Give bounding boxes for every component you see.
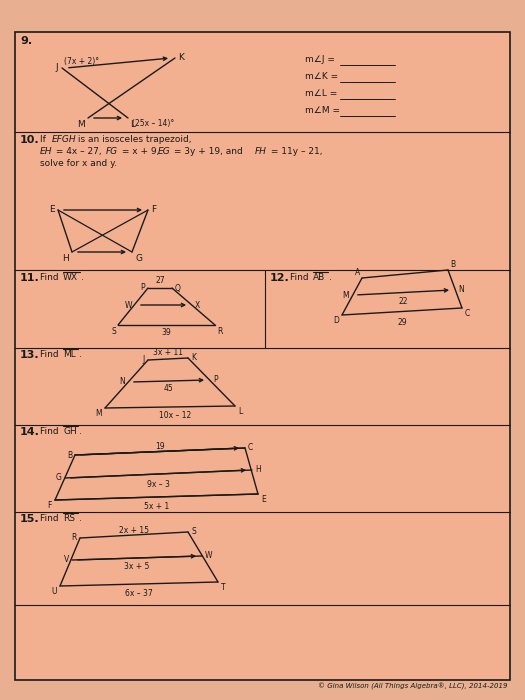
- Text: = x + 9,: = x + 9,: [119, 147, 162, 156]
- Text: 12.: 12.: [270, 273, 290, 283]
- Text: P: P: [213, 375, 218, 384]
- Text: 22: 22: [399, 297, 408, 306]
- Text: 11.: 11.: [20, 273, 40, 283]
- Text: L: L: [238, 407, 242, 416]
- Text: .: .: [329, 273, 332, 282]
- Text: U: U: [51, 587, 57, 596]
- Text: K: K: [178, 53, 184, 62]
- Text: WX: WX: [63, 273, 78, 282]
- Text: 29: 29: [397, 318, 407, 327]
- Text: = 3y + 19, and: = 3y + 19, and: [171, 147, 246, 156]
- Text: E: E: [49, 206, 55, 214]
- Text: EH: EH: [40, 147, 52, 156]
- Text: F: F: [48, 501, 52, 510]
- Text: FH: FH: [255, 147, 267, 156]
- Text: G: G: [56, 473, 62, 482]
- Text: F: F: [151, 206, 156, 214]
- Text: 9x – 3: 9x – 3: [147, 480, 170, 489]
- Text: 45: 45: [164, 384, 174, 393]
- Text: Find: Find: [40, 514, 61, 523]
- Text: 10x – 12: 10x – 12: [159, 411, 191, 420]
- Text: N: N: [458, 286, 464, 295]
- Text: (7x + 2)°: (7x + 2)°: [64, 57, 99, 66]
- Text: 6x – 37: 6x – 37: [125, 589, 153, 598]
- Text: 2x + 15: 2x + 15: [119, 526, 149, 535]
- Text: m∠M =: m∠M =: [305, 106, 343, 115]
- Text: .: .: [81, 273, 84, 282]
- Text: is an isosceles trapezoid,: is an isosceles trapezoid,: [75, 135, 194, 144]
- Text: 10.: 10.: [20, 135, 39, 145]
- Text: m∠J =: m∠J =: [305, 55, 338, 64]
- Text: R: R: [217, 327, 223, 336]
- Text: solve for x and y.: solve for x and y.: [40, 159, 117, 168]
- Text: W: W: [205, 552, 213, 561]
- Text: 15.: 15.: [20, 514, 39, 524]
- Text: Find: Find: [40, 427, 61, 436]
- Text: If: If: [40, 135, 49, 144]
- Text: RS: RS: [63, 514, 75, 523]
- Text: m∠L =: m∠L =: [305, 89, 340, 98]
- Text: © Gina Wilson (All Things Algebra®, LLC), 2014-2019: © Gina Wilson (All Things Algebra®, LLC)…: [319, 682, 508, 690]
- Text: Find: Find: [40, 273, 61, 282]
- Text: X: X: [195, 300, 200, 309]
- Text: 27: 27: [155, 276, 165, 285]
- Text: V: V: [64, 556, 69, 564]
- Text: 5x + 1: 5x + 1: [144, 502, 169, 511]
- Text: A: A: [355, 268, 360, 277]
- Text: (25x – 14)°: (25x – 14)°: [132, 119, 174, 128]
- Text: FG: FG: [106, 147, 118, 156]
- Text: M: M: [77, 120, 85, 129]
- Text: B: B: [450, 260, 455, 269]
- Text: S: S: [191, 528, 196, 536]
- Text: R: R: [71, 533, 77, 542]
- Text: C: C: [248, 444, 253, 452]
- Text: EFGH: EFGH: [52, 135, 77, 144]
- Text: .: .: [79, 427, 82, 436]
- Text: 3x + 11: 3x + 11: [153, 348, 183, 357]
- Text: GH: GH: [63, 427, 77, 436]
- FancyBboxPatch shape: [15, 32, 510, 680]
- Text: J: J: [143, 356, 145, 365]
- Text: 19: 19: [155, 442, 165, 451]
- Text: 13.: 13.: [20, 350, 39, 360]
- Text: M: M: [342, 290, 349, 300]
- Text: K: K: [191, 354, 196, 363]
- Text: L: L: [130, 120, 135, 129]
- Text: 39: 39: [162, 328, 171, 337]
- Text: N: N: [119, 377, 125, 386]
- Text: H: H: [62, 254, 69, 263]
- Text: = 11y – 21,: = 11y – 21,: [268, 147, 322, 156]
- Text: .: .: [79, 350, 82, 359]
- Text: P: P: [140, 284, 145, 293]
- Text: .: .: [79, 514, 82, 523]
- Text: m∠K =: m∠K =: [305, 72, 341, 81]
- Text: G: G: [135, 254, 142, 263]
- Text: ML: ML: [63, 350, 76, 359]
- Text: 3x + 5: 3x + 5: [124, 562, 150, 571]
- Text: AB: AB: [313, 273, 326, 282]
- Text: H: H: [255, 466, 261, 475]
- Text: J: J: [55, 64, 58, 73]
- Text: 14.: 14.: [20, 427, 40, 437]
- Text: S: S: [111, 327, 116, 336]
- Text: T: T: [221, 583, 226, 592]
- Text: Q: Q: [175, 284, 181, 293]
- Text: Find: Find: [40, 350, 61, 359]
- Text: EG: EG: [158, 147, 171, 156]
- Text: M: M: [96, 409, 102, 418]
- Text: W: W: [124, 300, 132, 309]
- Text: B: B: [67, 451, 72, 459]
- Text: = 4x – 27,: = 4x – 27,: [53, 147, 104, 156]
- Text: D: D: [333, 316, 339, 325]
- Text: 9.: 9.: [20, 36, 32, 46]
- Text: Find: Find: [290, 273, 311, 282]
- Text: E: E: [261, 495, 266, 504]
- Text: C: C: [465, 309, 470, 318]
